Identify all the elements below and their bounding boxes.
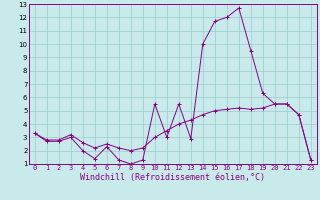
X-axis label: Windchill (Refroidissement éolien,°C): Windchill (Refroidissement éolien,°C) xyxy=(80,173,265,182)
